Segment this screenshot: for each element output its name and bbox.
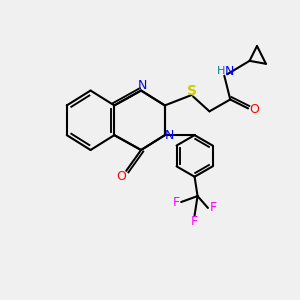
Text: O: O: [249, 103, 259, 116]
Text: F: F: [191, 215, 198, 228]
Text: O: O: [116, 170, 126, 183]
Text: F: F: [210, 202, 217, 214]
Text: S: S: [187, 84, 197, 98]
Text: N: N: [165, 129, 174, 142]
Text: F: F: [172, 196, 179, 208]
Text: N: N: [138, 79, 147, 92]
Text: H: H: [217, 66, 225, 76]
Text: N: N: [225, 65, 234, 78]
